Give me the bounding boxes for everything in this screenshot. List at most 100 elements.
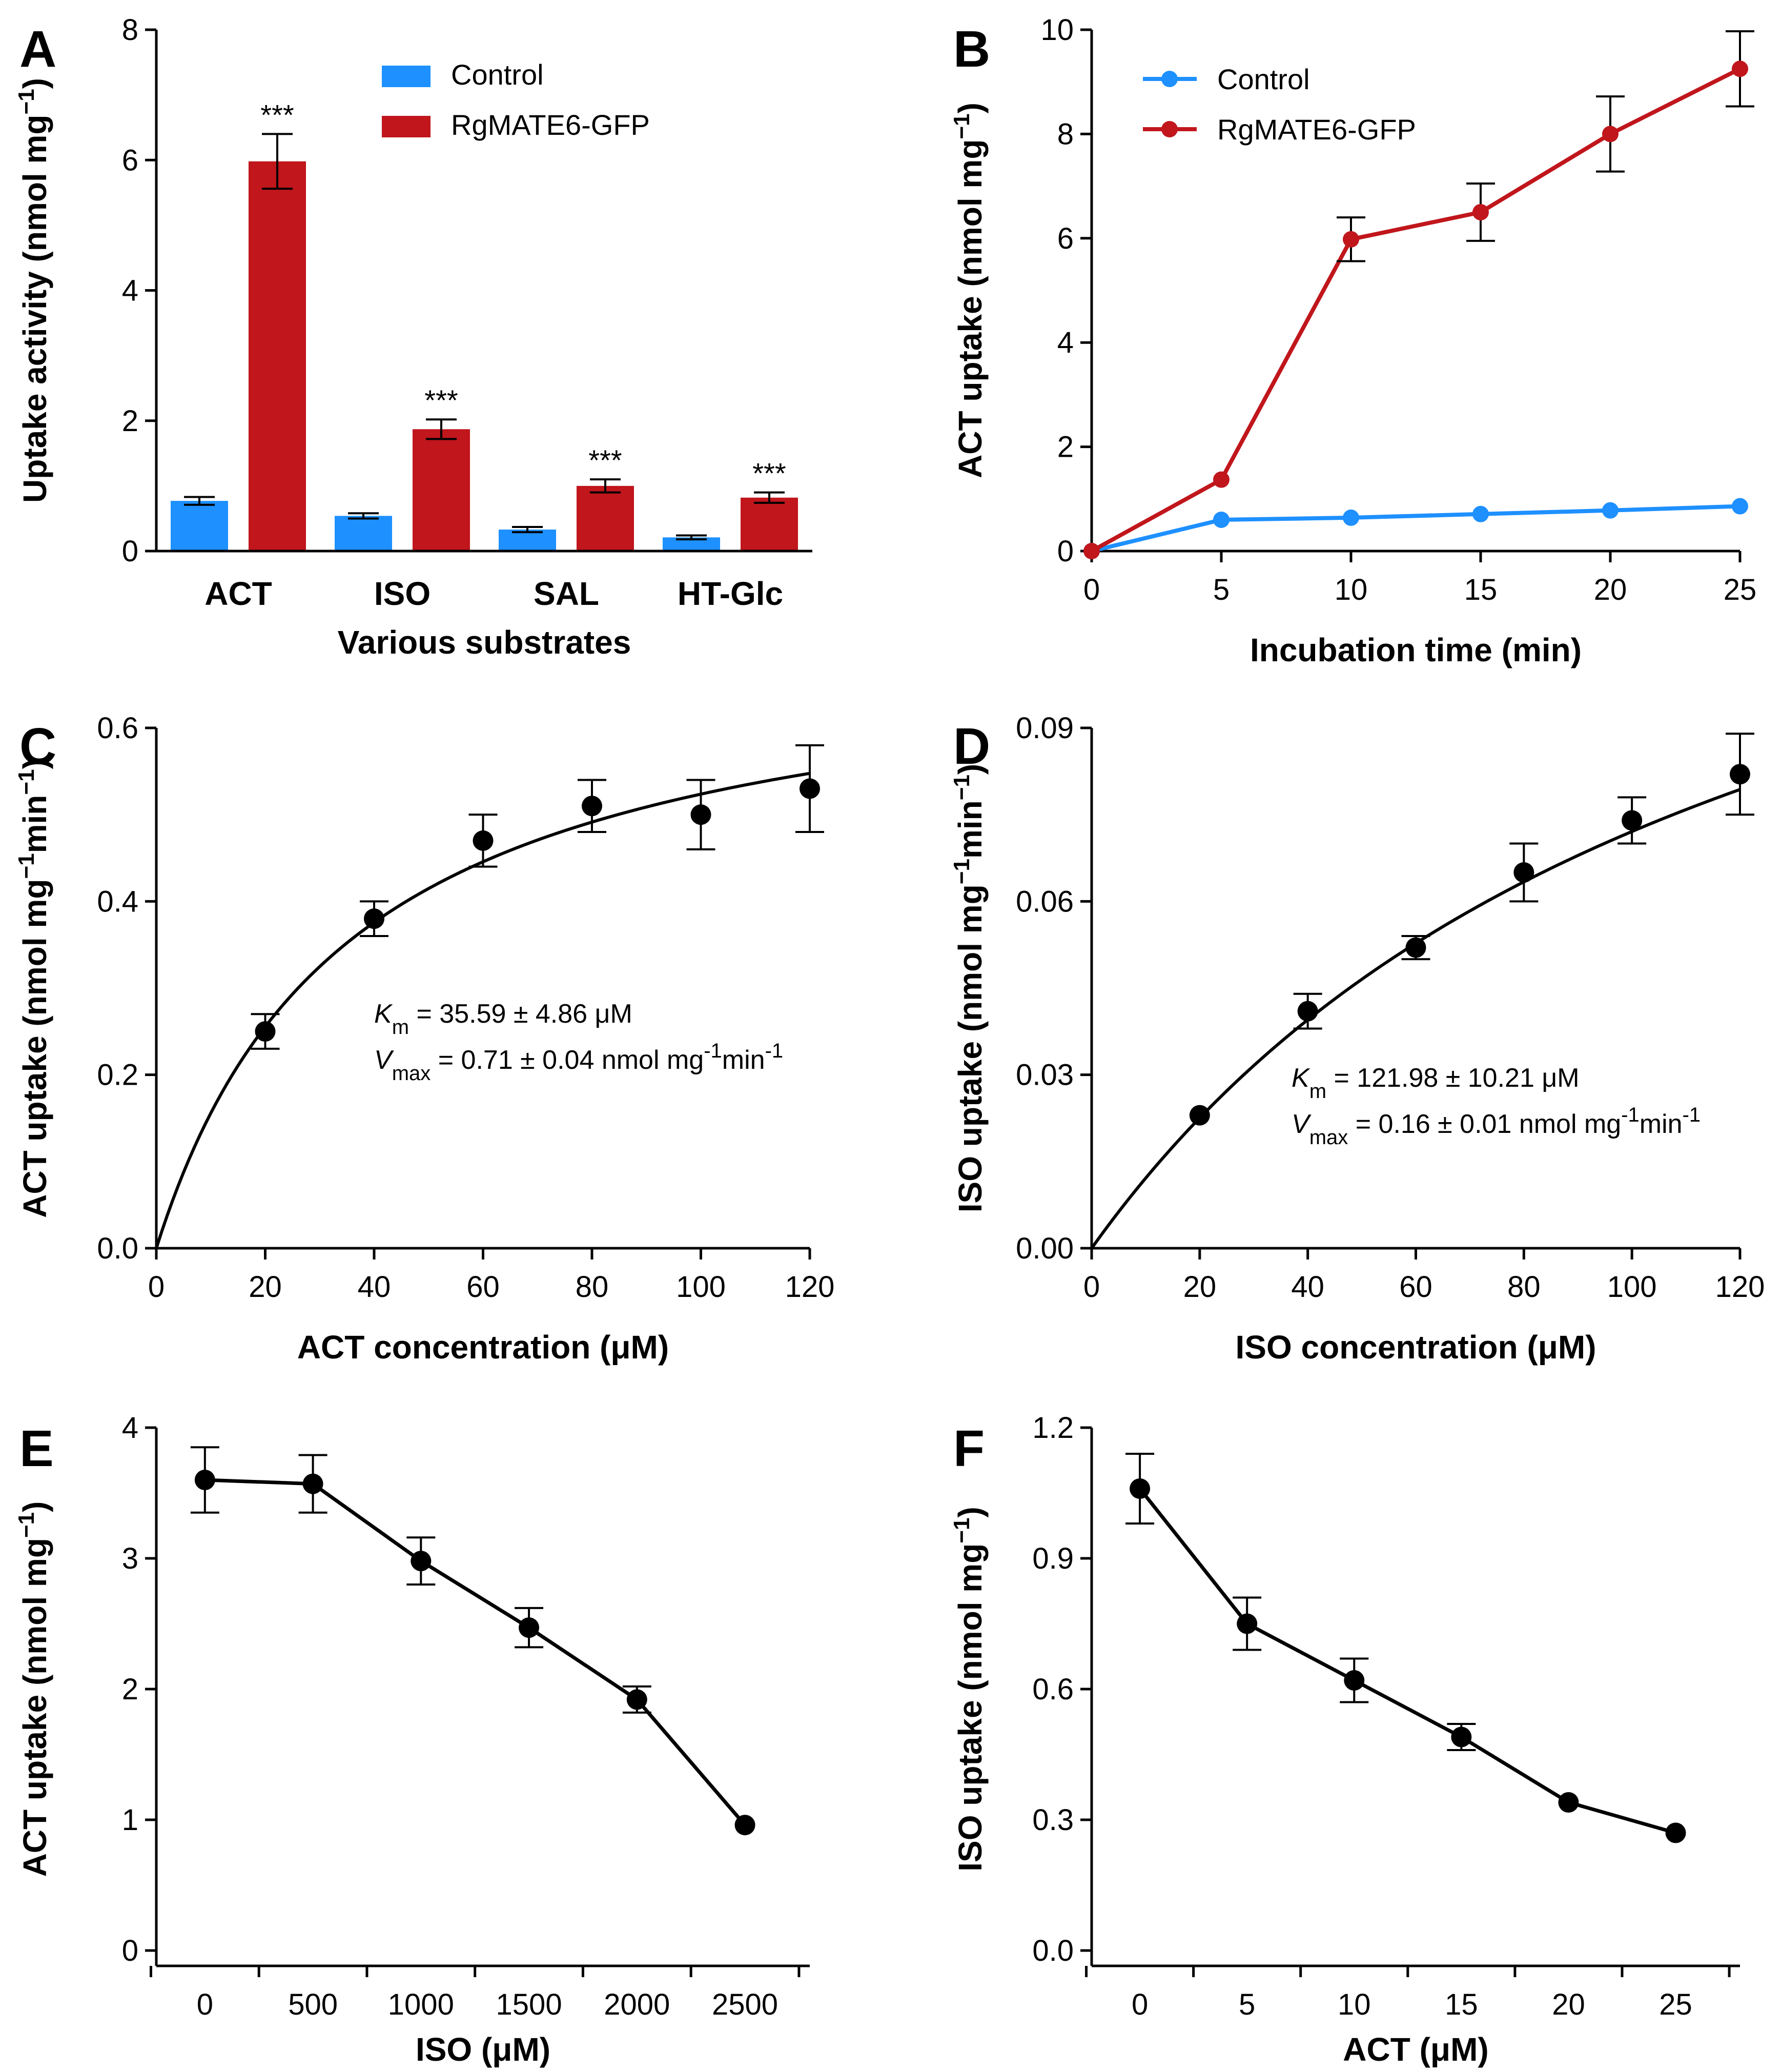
y-axis-title-mid: min [952,800,989,859]
data-point [1343,509,1359,526]
data-point [1732,60,1748,77]
significance-label: *** [588,444,622,476]
significance-label: *** [260,98,294,131]
y-axis-title: Uptake activity (nmol mg−1) [14,78,54,503]
y-axis-title-end: ) [16,758,53,769]
vmax-value: = 0.16 ± 0.01 nmol mg [1348,1109,1621,1139]
significance-label: *** [752,457,786,490]
km-subscript: m [1309,1080,1326,1103]
data-point [1344,1670,1365,1691]
x-tick-label: 20 [1552,1988,1585,2021]
km-symbol: K [374,999,393,1029]
panel-letter: A [19,21,56,78]
data-point [302,1473,323,1494]
y-axis-title-sup2: −1 [14,769,39,795]
legend-marker [1161,71,1178,87]
x-tick-label: 100 [676,1270,726,1304]
y-tick-label: 0.4 [97,885,138,918]
x-tick-label: 1000 [388,1988,454,2021]
significance-label: *** [424,384,458,416]
data-point [1297,1001,1318,1022]
data-point [1237,1613,1258,1634]
legend-label: RgMATE6-GFP [451,109,650,141]
km-annotation: Km = 35.59 ± 4.86 μM [374,999,632,1039]
data-point [1513,862,1534,883]
y-axis-title-text: ACT uptake (nmol mg [952,139,989,478]
y-tick-label: 0.0 [1032,1934,1074,1967]
y-axis-title-text: ISO uptake (nmol mg [952,1543,989,1872]
data-point [734,1815,755,1836]
y-tick-label: 0 [122,1934,138,1967]
x-tick-label: 500 [288,1988,338,2021]
y-tick-label: 6 [1057,222,1074,255]
data-point [1558,1792,1579,1813]
y-axis-title-sup: −1 [14,89,39,114]
km-symbol: K [1292,1063,1310,1093]
x-tick-label: 1500 [496,1988,562,2021]
y-tick-label: 1.2 [1032,1411,1074,1445]
y-tick-label: 0.00 [1016,1232,1074,1265]
x-tick-label: 60 [466,1270,500,1304]
data-point [1472,204,1489,220]
y-axis-title-mid: min [16,795,53,854]
chart-panel-D: D 0 20 40 60 80 100 120 0.00 0.03 0.06 0.09 ISO conc… [949,712,1765,1366]
vmax-sup2: -1 [1683,1104,1701,1126]
vmax-value: = 0.71 ± 0.04 nmol mg [431,1045,704,1075]
x-tick-label: ISO [374,575,431,612]
data-point [1451,1726,1472,1748]
y-tick-label: 2 [122,404,138,438]
data-point [364,908,384,929]
x-tick-label: 15 [1445,1988,1478,2021]
y-axis-title-sup2: −1 [949,775,974,800]
x-axis-title: ISO concentration (μM) [1235,1329,1596,1366]
x-tick-label: 5 [1239,1988,1255,2021]
y-axis-title-sup: −1 [949,1518,974,1543]
y-tick-label: 2 [1057,431,1074,464]
y-tick-label: 4 [122,1411,138,1445]
fit-curve [1090,788,1741,1249]
panel-letter: F [953,1420,985,1477]
y-axis-title-end: ) [952,764,989,775]
x-tick-label: 20 [1183,1270,1217,1304]
y-axis-title-end: ) [952,103,989,113]
data-point [582,796,602,817]
y-axis-title-sup: −1 [14,853,39,879]
bar-rgmate6-gfp [741,497,798,551]
vmax-unit: min [1640,1109,1683,1139]
data-point [1213,471,1230,488]
x-tick-label: 2000 [604,1988,670,2021]
data-point [1665,1822,1686,1843]
y-tick-label: 0.06 [1016,885,1074,918]
series-line [204,1478,747,1826]
data-point [690,804,711,825]
bar-control [335,516,392,551]
data-point [1130,1478,1151,1499]
data-point [626,1689,647,1710]
x-tick-label: 0 [148,1270,165,1304]
x-axis-title: ACT concentration (μM) [297,1329,669,1366]
x-tick-label: 0 [1083,1270,1100,1304]
data-point [1472,505,1489,522]
vmax-annotation: Vmax = 0.71 ± 0.04 nmol mg-1min-1 [374,1040,783,1085]
panel-letter: D [953,718,990,775]
chart-panel-A: A *** ACT *** ISO *** SAL *** HT-Glc 0 2 4 6 8 Various… [14,13,812,661]
vmax-sup2: -1 [765,1040,784,1062]
y-tick-label: 3 [122,1542,138,1575]
data-point [1405,937,1426,958]
data-point [1343,231,1359,248]
legend-swatch [382,116,431,137]
vmax-sup: -1 [1621,1104,1640,1126]
y-axis-title: ISO uptake (nmol mg−1min−1) [949,764,989,1213]
y-tick-label: 0.03 [1016,1059,1074,1092]
y-tick-label: 10 [1040,13,1074,47]
series-line [1138,1487,1676,1835]
legend-label: Control [1217,63,1310,95]
x-tick-label: 0 [1132,1988,1148,2021]
legend-label: RgMATE6-GFP [1217,113,1416,146]
y-tick-label: 4 [1057,326,1074,359]
data-point [411,1551,432,1572]
y-tick-label: 0.3 [1032,1803,1074,1837]
y-axis-title-end: ) [952,1507,989,1517]
y-axis-title: ACT uptake (nmol mg−1min−1) [14,758,54,1218]
